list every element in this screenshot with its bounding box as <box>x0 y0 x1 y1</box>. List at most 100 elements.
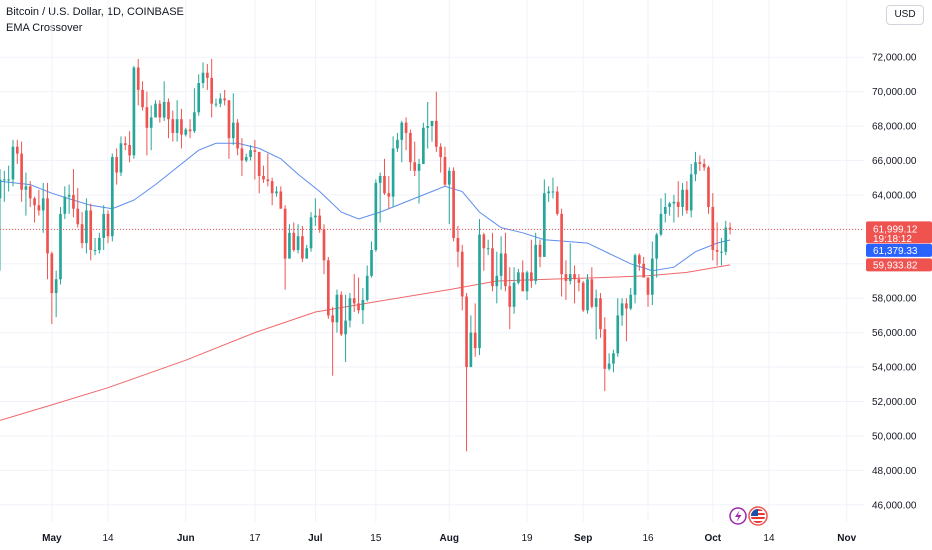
candle <box>482 232 486 271</box>
candle <box>54 270 58 318</box>
candle <box>201 62 205 89</box>
x-tick-label: Jun <box>177 533 195 544</box>
candle <box>720 237 723 266</box>
us-flag-icon[interactable] <box>748 506 768 526</box>
y-tick-label: 54,000.00 <box>872 363 917 374</box>
candle <box>638 253 641 271</box>
candle <box>296 224 300 254</box>
y-tick-label: 48,000.00 <box>872 466 917 477</box>
candle <box>326 256 330 319</box>
candle <box>542 179 546 257</box>
candle <box>378 172 382 223</box>
candle <box>478 219 481 356</box>
candle <box>577 274 581 292</box>
candle <box>197 74 201 116</box>
candle <box>525 270 529 300</box>
ema-lines <box>0 142 731 421</box>
currency-button[interactable]: USD <box>886 5 924 25</box>
lightning-icon[interactable] <box>729 507 747 525</box>
candle <box>404 117 408 151</box>
svg-text:61,999.12: 61,999.12 <box>873 224 918 235</box>
candle <box>236 119 239 156</box>
time-axis[interactable]: May 14 Jun 17 Jul 15 Aug 19 Sep 16 Oct 14 Nov <box>42 533 856 544</box>
candle <box>668 201 671 216</box>
candle <box>486 239 490 256</box>
candle <box>136 58 140 106</box>
candle <box>339 291 343 337</box>
candle <box>560 208 563 297</box>
candle <box>650 241 654 306</box>
candle <box>439 143 442 173</box>
y-tick-label: 58,000.00 <box>872 294 917 305</box>
candle <box>309 212 313 252</box>
candle <box>180 108 183 149</box>
candle <box>391 136 395 207</box>
candle <box>193 88 196 133</box>
candle <box>659 198 663 237</box>
x-tick-label: 14 <box>763 533 775 544</box>
candle <box>396 132 399 152</box>
x-tick-label: 19 <box>521 533 533 544</box>
event-icons[interactable] <box>729 506 768 526</box>
candle <box>508 267 512 330</box>
candle <box>629 287 633 311</box>
candle <box>400 120 404 163</box>
candle <box>357 277 360 314</box>
x-tick-label: 16 <box>642 533 654 544</box>
candle <box>590 267 594 309</box>
candle <box>551 177 555 199</box>
svg-text:61,379.33: 61,379.33 <box>873 246 918 257</box>
candle <box>184 127 188 137</box>
candle <box>154 100 157 118</box>
y-tick-label: 46,000.00 <box>872 500 917 511</box>
candle <box>244 153 248 163</box>
candle <box>447 167 451 225</box>
candle <box>119 136 123 176</box>
candle <box>102 205 106 251</box>
candle <box>33 196 36 223</box>
candle <box>460 244 464 311</box>
candle <box>417 158 421 204</box>
candle <box>318 208 322 233</box>
candle <box>314 198 317 226</box>
x-tick-label: Nov <box>837 533 856 544</box>
candle <box>702 158 706 171</box>
candle <box>59 206 62 285</box>
candle <box>504 232 507 292</box>
candle <box>253 139 257 180</box>
candle <box>603 317 607 392</box>
ema-short-tag: 61,379.33 <box>866 243 932 257</box>
candle <box>599 293 602 338</box>
x-tick-label: Sep <box>574 533 592 544</box>
candle <box>171 110 175 142</box>
candle <box>257 151 261 194</box>
candle <box>93 237 97 256</box>
candle <box>581 281 585 312</box>
grid <box>0 0 864 522</box>
candle <box>469 315 473 368</box>
candle <box>158 100 162 123</box>
y-tick-label: 56,000.00 <box>872 328 917 339</box>
candle <box>374 179 378 252</box>
candle <box>24 172 28 216</box>
candle <box>517 268 520 285</box>
candle <box>0 169 2 271</box>
x-tick-label: Jul <box>308 533 323 544</box>
candle <box>292 222 296 252</box>
price-axis[interactable]: 72,000.00 70,000.00 68,000.00 66,000.00 64,0… <box>872 53 917 512</box>
candle <box>123 136 127 151</box>
y-tick-label: 66,000.00 <box>872 156 917 167</box>
candle <box>214 98 218 108</box>
ema-long-tag: 59,933.82 <box>866 258 932 272</box>
candle <box>685 181 689 214</box>
candle <box>89 203 93 261</box>
indicator-label[interactable]: EMA Crossover <box>6 22 83 34</box>
candle <box>37 189 41 216</box>
candle <box>452 167 455 242</box>
candle <box>430 120 434 142</box>
candle <box>443 146 447 187</box>
candle <box>322 224 326 275</box>
candle <box>547 186 550 202</box>
